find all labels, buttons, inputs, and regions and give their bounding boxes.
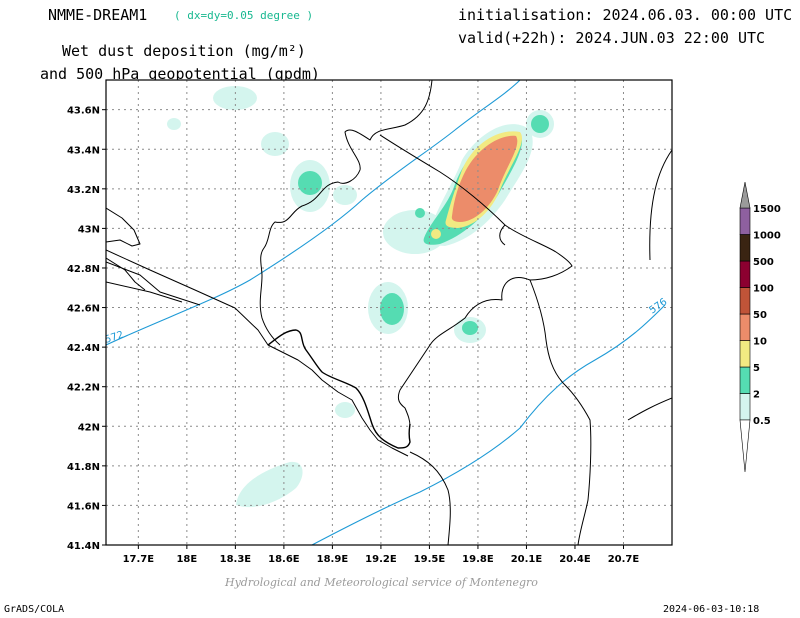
dust-patch bbox=[333, 185, 357, 205]
grid-resolution: ( dx=dy=0.05 degree ) bbox=[174, 9, 314, 22]
lat-tick-label: 41.4N bbox=[67, 541, 100, 552]
coastline bbox=[106, 257, 146, 291]
colorbar-label: 1000 bbox=[753, 231, 781, 242]
dust-patch bbox=[236, 461, 303, 508]
lon-tick-label: 18.9E bbox=[317, 554, 349, 565]
border bbox=[259, 80, 433, 346]
lat-tick-label: 42N bbox=[78, 422, 100, 433]
colorbar-segment bbox=[739, 313, 751, 341]
border bbox=[649, 149, 672, 261]
variable-title-line2: and 500 hPa geopotential (gpdm) bbox=[40, 65, 320, 83]
colorbar-segment bbox=[739, 234, 751, 262]
contour-572 bbox=[106, 80, 521, 346]
colorbar-segment bbox=[739, 260, 751, 288]
coastlines-borders bbox=[106, 80, 672, 545]
geopotential-contours bbox=[106, 80, 666, 545]
colorbar-label: 2 bbox=[753, 390, 760, 401]
colorbar-label: 100 bbox=[753, 284, 774, 295]
valid-time: valid(+22h): 2024.JUN.03 22:00 UTC bbox=[458, 29, 766, 47]
colorbar-upper-arrow bbox=[739, 181, 751, 209]
colorbar-label: 500 bbox=[753, 257, 774, 268]
lat-tick-label: 41.6N bbox=[67, 501, 100, 512]
colorbar-label: 0.5 bbox=[753, 416, 771, 427]
dust-patch bbox=[167, 118, 181, 130]
coastline-detail bbox=[267, 329, 411, 449]
colorbar-lower-arrow bbox=[739, 419, 751, 473]
dust-patch bbox=[261, 132, 289, 156]
colorbar-label: 10 bbox=[753, 337, 767, 348]
border bbox=[627, 397, 672, 421]
colorbar-segment bbox=[739, 393, 751, 421]
dust-patch bbox=[531, 115, 549, 133]
border bbox=[379, 134, 573, 427]
border bbox=[529, 279, 592, 545]
dust-patch bbox=[451, 135, 518, 222]
lat-tick-label: 42.8N bbox=[67, 264, 100, 275]
lon-tick-label: 19.8E bbox=[462, 554, 494, 565]
latitude-axis: 41.4N 41.6N 41.8N 42N 42.2N 42.4N 42.6N 42.8N 43… bbox=[67, 106, 106, 552]
credit-text: Hydrological and Meteorological service … bbox=[225, 576, 538, 589]
contour-576 bbox=[311, 304, 666, 545]
dust-patch bbox=[335, 402, 355, 418]
lon-tick-label: 18E bbox=[176, 554, 197, 565]
lon-tick-label: 19.5E bbox=[414, 554, 446, 565]
lat-tick-label: 42.4N bbox=[67, 343, 100, 354]
software-credit: GrADS/COLA bbox=[4, 604, 65, 615]
lat-tick-label: 43.4N bbox=[67, 145, 100, 156]
lon-tick-label: 18.3E bbox=[220, 554, 252, 565]
colorbar: 0.5 2 5 10 50 100 500 1000 1500 bbox=[739, 181, 781, 473]
lat-tick-label: 42.2N bbox=[67, 383, 100, 394]
longitude-axis: 17.7E 18E 18.3E 18.6E 18.9E 19.2E 19.5E 19.8E 20… bbox=[123, 545, 640, 565]
variable-title-line1: Wet dust deposition (mg/m²) bbox=[62, 42, 306, 60]
coastline bbox=[106, 281, 183, 303]
lon-tick-label: 20.7E bbox=[608, 554, 640, 565]
colorbar-label: 1500 bbox=[753, 204, 781, 215]
colorbar-segment bbox=[739, 340, 751, 368]
model-name: NMME-DREAM1 bbox=[48, 6, 148, 24]
lat-tick-label: 43.6N bbox=[67, 106, 100, 117]
map-frame bbox=[105, 79, 673, 546]
generation-timestamp: 2024-06-03-10:18 bbox=[663, 604, 760, 615]
lon-tick-label: 17.7E bbox=[123, 554, 155, 565]
colorbar-segment bbox=[739, 207, 751, 235]
dust-patch bbox=[431, 229, 441, 239]
colorbar-segment bbox=[739, 366, 751, 394]
lat-tick-label: 41.8N bbox=[67, 462, 100, 473]
dust-patch bbox=[415, 208, 425, 218]
colorbar-label: 50 bbox=[753, 310, 767, 321]
colorbar-label: 5 bbox=[753, 363, 760, 374]
lat-tick-label: 43N bbox=[78, 224, 100, 235]
coordinate-grid bbox=[106, 80, 672, 545]
lat-tick-label: 43.2N bbox=[67, 185, 100, 196]
border bbox=[409, 451, 451, 545]
initialisation-time: initialisation: 2024.06.03. 00:00 UTC bbox=[458, 6, 793, 24]
lon-tick-label: 19.2E bbox=[365, 554, 397, 565]
coastline bbox=[106, 249, 409, 457]
colorbar-segment bbox=[739, 287, 751, 315]
lon-tick-label: 20.1E bbox=[511, 554, 543, 565]
dust-patch bbox=[462, 321, 478, 335]
lon-tick-label: 18.6E bbox=[268, 554, 300, 565]
dust-patch bbox=[380, 293, 404, 325]
dust-deposition-field bbox=[167, 86, 554, 508]
dust-patch bbox=[298, 171, 322, 195]
border bbox=[499, 224, 506, 246]
lon-tick-label: 20.4E bbox=[559, 554, 591, 565]
lat-tick-label: 42.6N bbox=[67, 304, 100, 315]
coastline bbox=[106, 207, 141, 247]
